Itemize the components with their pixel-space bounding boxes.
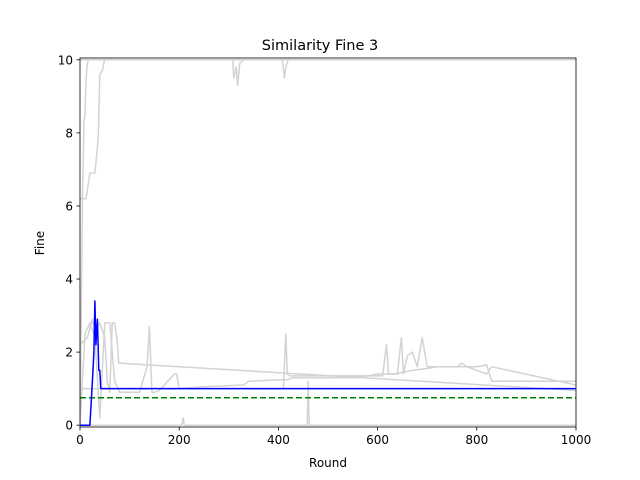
y-tick-label: 6	[65, 199, 73, 213]
background-series-line-3	[80, 59, 576, 87]
plot-area	[80, 59, 576, 426]
y-tick-label: 8	[65, 126, 73, 140]
axes-frame	[79, 57, 577, 428]
highlight-series-line	[80, 300, 576, 426]
y-tick-label: 4	[65, 273, 73, 287]
background-series-line-7	[80, 380, 576, 426]
x-axis-label: Round	[309, 456, 347, 470]
x-tick-label: 1000	[561, 433, 592, 447]
series-layer	[80, 59, 576, 426]
background-series-line-6	[80, 333, 576, 390]
chart-title: Similarity Fine 3	[262, 38, 378, 54]
background-series-line-4	[80, 322, 576, 426]
y-tick-label: 10	[58, 53, 73, 67]
background-series-line-5	[80, 318, 576, 394]
x-tick-label: 400	[267, 433, 290, 447]
y-tick-label: 2	[65, 346, 73, 360]
background-series-line-1	[80, 59, 576, 426]
background-series-line-2	[80, 59, 576, 200]
y-axis-label: Fine	[33, 231, 47, 255]
x-tick-label: 800	[465, 433, 488, 447]
axes-layer: 0 200 400 600 800 1000 0 2 4 6 8 10	[58, 53, 592, 447]
x-tick-label: 200	[168, 433, 191, 447]
x-tick-label: 0	[76, 433, 84, 447]
x-tick-label: 600	[366, 433, 389, 447]
y-tick-label: 0	[65, 419, 73, 433]
